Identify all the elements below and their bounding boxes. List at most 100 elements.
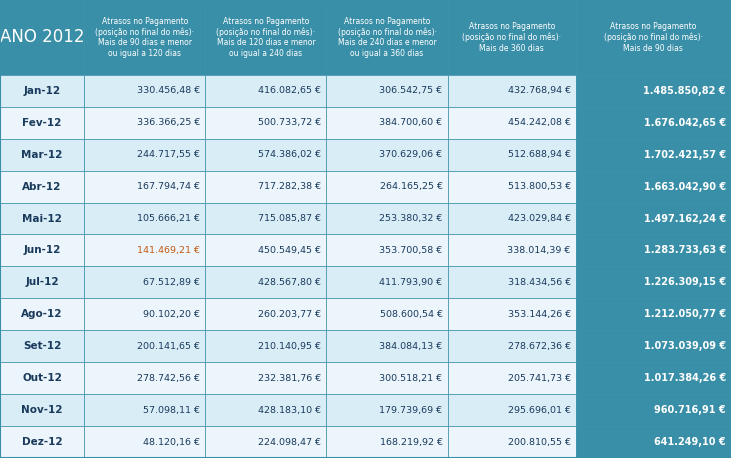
Text: 1.017.384,26 €: 1.017.384,26 € [644, 373, 726, 383]
Text: Set-12: Set-12 [23, 341, 61, 351]
Text: 141.469,21 €: 141.469,21 € [137, 246, 200, 255]
Bar [84, 171, 205, 202]
Bar [205, 298, 327, 330]
Text: 428.567,80 €: 428.567,80 € [259, 278, 322, 287]
Bar [576, 139, 731, 171]
Bar [0, 202, 84, 234]
Text: 432.768,94 €: 432.768,94 € [507, 86, 571, 95]
Text: Abr-12: Abr-12 [23, 181, 61, 191]
Text: 428.183,10 €: 428.183,10 € [258, 406, 322, 414]
Bar [205, 267, 327, 298]
Text: 384.084,13 €: 384.084,13 € [379, 342, 442, 351]
Text: 454.242,08 €: 454.242,08 € [508, 118, 571, 127]
Bar [84, 298, 205, 330]
Bar [0, 330, 84, 362]
Bar [327, 202, 447, 234]
Text: Nov-12: Nov-12 [21, 405, 63, 415]
Bar [327, 362, 447, 394]
Text: Atrasos no Pagamento
(posição no final do mês)·
Mais de 90 dias: Atrasos no Pagamento (posição no final d… [604, 22, 703, 53]
Bar [0, 362, 84, 394]
Text: 370.629,06 €: 370.629,06 € [379, 150, 442, 159]
Bar [205, 139, 327, 171]
Text: 264.165,25 €: 264.165,25 € [379, 182, 442, 191]
Bar [447, 75, 576, 107]
Bar [576, 171, 731, 202]
Text: Dez-12: Dez-12 [22, 437, 62, 447]
Bar [447, 267, 576, 298]
Bar [0, 394, 84, 426]
Text: Fev-12: Fev-12 [23, 118, 61, 128]
Text: 330.456,48 €: 330.456,48 € [137, 86, 200, 95]
Text: 574.386,02 €: 574.386,02 € [258, 150, 322, 159]
Bar [205, 202, 327, 234]
Text: 90.102,20 €: 90.102,20 € [143, 310, 200, 319]
Bar [84, 426, 205, 458]
Bar [0, 426, 84, 458]
Text: Ago-12: Ago-12 [21, 309, 63, 319]
Text: Atrasos no Pagamento
(posição no final do mês)·
Mais de 120 dias e menor
ou igua: Atrasos no Pagamento (posição no final d… [216, 17, 315, 58]
Bar [327, 298, 447, 330]
Bar [0, 171, 84, 202]
Bar [447, 0, 576, 75]
Bar [84, 202, 205, 234]
Text: 336.366,25 €: 336.366,25 € [137, 118, 200, 127]
Text: 353.700,58 €: 353.700,58 € [379, 246, 442, 255]
Bar [576, 330, 731, 362]
Bar [0, 0, 84, 75]
Text: Atrasos no Pagamento
(posição no final do mês)·
Mais de 240 dias e menor
ou igua: Atrasos no Pagamento (posição no final d… [338, 17, 436, 58]
Bar [327, 139, 447, 171]
Text: 423.029,84 €: 423.029,84 € [507, 214, 571, 223]
Text: 167.794,74 €: 167.794,74 € [137, 182, 200, 191]
Bar [205, 171, 327, 202]
Text: Mar-12: Mar-12 [21, 150, 63, 160]
Bar [327, 267, 447, 298]
Bar [0, 107, 84, 139]
Text: 244.717,55 €: 244.717,55 € [137, 150, 200, 159]
Bar [447, 298, 576, 330]
Text: 67.512,89 €: 67.512,89 € [143, 278, 200, 287]
Text: 1.283.733,63 €: 1.283.733,63 € [644, 245, 726, 256]
Text: 205.741,73 €: 205.741,73 € [507, 374, 571, 383]
Text: 300.518,21 €: 300.518,21 € [379, 374, 442, 383]
Text: 353.144,26 €: 353.144,26 € [507, 310, 571, 319]
Text: 513.800,53 €: 513.800,53 € [507, 182, 571, 191]
Text: 717.282,38 €: 717.282,38 € [258, 182, 322, 191]
Text: 1.663.042,90 €: 1.663.042,90 € [644, 181, 726, 191]
Bar [327, 234, 447, 267]
Bar [84, 139, 205, 171]
Text: 57.098,11 €: 57.098,11 € [143, 406, 200, 414]
Bar [327, 107, 447, 139]
Bar [327, 330, 447, 362]
Text: 508.600,54 €: 508.600,54 € [379, 310, 442, 319]
Bar [447, 426, 576, 458]
Text: 210.140,95 €: 210.140,95 € [259, 342, 322, 351]
Text: 278.672,36 €: 278.672,36 € [507, 342, 571, 351]
Text: Jan-12: Jan-12 [23, 86, 61, 96]
Bar [447, 234, 576, 267]
Bar [0, 75, 84, 107]
Text: 306.542,75 €: 306.542,75 € [379, 86, 442, 95]
Text: 641.249,10 €: 641.249,10 € [654, 437, 726, 447]
Bar [447, 362, 576, 394]
Text: 512.688,94 €: 512.688,94 € [508, 150, 571, 159]
Bar [84, 267, 205, 298]
Text: 295.696,01 €: 295.696,01 € [508, 406, 571, 414]
Bar [205, 330, 327, 362]
Text: 179.739,69 €: 179.739,69 € [379, 406, 442, 414]
Text: 1.485.850,82 €: 1.485.850,82 € [643, 86, 726, 96]
Bar [205, 75, 327, 107]
Text: 416.082,65 €: 416.082,65 € [259, 86, 322, 95]
Text: 232.381,76 €: 232.381,76 € [258, 374, 322, 383]
Bar [84, 234, 205, 267]
Text: Out-12: Out-12 [22, 373, 62, 383]
Text: 168.219,92 €: 168.219,92 € [379, 437, 442, 447]
Text: 715.085,87 €: 715.085,87 € [259, 214, 322, 223]
Bar [576, 234, 731, 267]
Text: 200.810,55 €: 200.810,55 € [508, 437, 571, 447]
Text: Jul-12: Jul-12 [26, 278, 59, 287]
Bar [447, 330, 576, 362]
Bar [205, 394, 327, 426]
Bar [205, 0, 327, 75]
Text: 1.497.162,24 €: 1.497.162,24 € [644, 213, 726, 224]
Text: 384.700,60 €: 384.700,60 € [379, 118, 442, 127]
